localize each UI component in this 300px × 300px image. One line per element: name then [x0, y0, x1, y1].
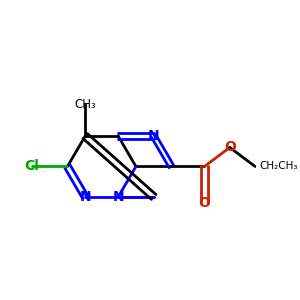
Text: O: O: [224, 140, 236, 154]
Text: CH₃: CH₃: [74, 98, 96, 111]
Text: Cl: Cl: [25, 160, 39, 173]
Text: N: N: [112, 190, 124, 204]
Text: CH₂CH₃: CH₂CH₃: [259, 161, 297, 172]
Text: N: N: [148, 129, 160, 143]
Text: N: N: [80, 190, 91, 204]
Text: O: O: [199, 196, 210, 210]
